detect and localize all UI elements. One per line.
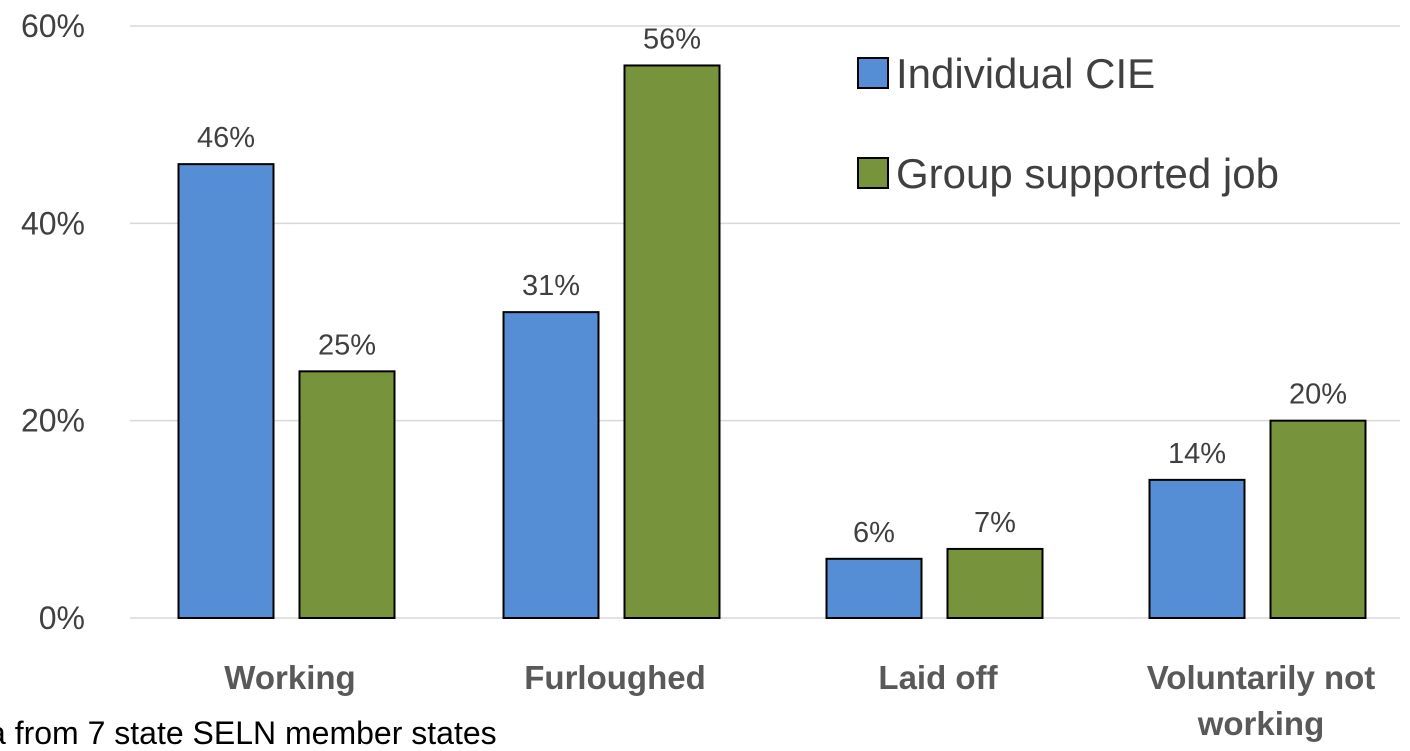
bar-0-1 [502, 311, 600, 619]
bars [177, 64, 1367, 620]
data-label: 14% [1168, 438, 1226, 470]
category-label: Working [224, 659, 355, 696]
bar-1-3 [1269, 419, 1367, 619]
y-axis-tick-labels: 0% 20% 40% 60% [21, 8, 85, 636]
category-label-line: Voluntarily not [1147, 659, 1376, 696]
category-label-line: Laid off [878, 659, 998, 696]
category-label-line: working [1197, 705, 1325, 742]
x-axis-category-labels: Working Furloughed Laid off Voluntarily not… [224, 659, 1375, 742]
category-label: Furloughed [524, 659, 705, 696]
data-label: 7% [974, 507, 1016, 539]
category-label: Laid off [878, 659, 998, 696]
bar-0-0 [177, 163, 275, 619]
legend-swatch [857, 157, 889, 189]
y-tick-label: 40% [21, 205, 85, 241]
category-label-line: Furloughed [524, 659, 705, 696]
data-label: 20% [1289, 379, 1347, 411]
y-tick-label: 0% [39, 600, 85, 636]
legend: Individual CIE Group supported job [857, 50, 1279, 197]
legend-swatch [857, 57, 889, 89]
bar-1-1 [623, 64, 721, 619]
data-labels: 46% 31% 6% 14% 25% 56% 7% 20% [197, 23, 1347, 548]
y-tick-label: 20% [21, 403, 85, 439]
data-label: 56% [643, 23, 701, 55]
bar-1-0 [298, 370, 396, 620]
category-label: Voluntarily not working [1147, 659, 1376, 742]
data-label: 25% [318, 329, 376, 361]
data-label: 6% [853, 517, 895, 549]
bar-0-3 [1148, 478, 1246, 619]
data-label: 31% [522, 270, 580, 302]
data-label: 46% [197, 122, 255, 154]
category-label-line: Working [224, 659, 355, 696]
bar-0-2 [825, 557, 923, 619]
footnote: a from 7 state SELN member states [0, 715, 497, 751]
bar-1-2 [946, 547, 1044, 620]
y-tick-label: 60% [21, 8, 85, 44]
legend-label: Group supported job [896, 150, 1279, 197]
legend-label: Individual CIE [896, 50, 1155, 97]
